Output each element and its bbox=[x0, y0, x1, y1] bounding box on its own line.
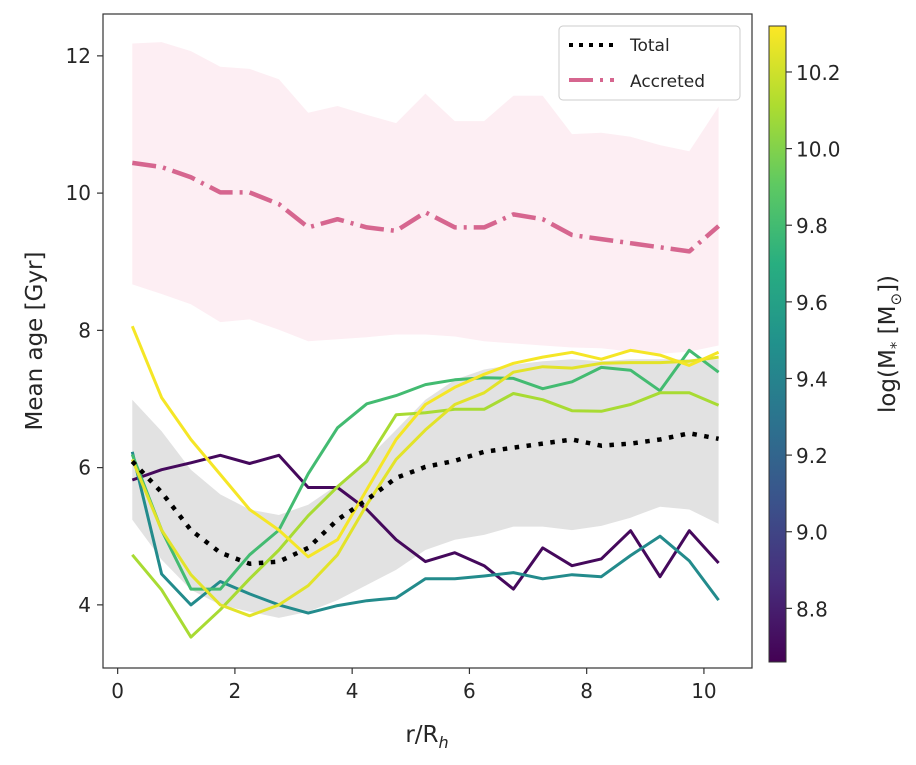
y-tick-label: 12 bbox=[66, 44, 91, 68]
colorbar-tick-label: 9.8 bbox=[796, 214, 828, 238]
legend: Total Accreted bbox=[558, 25, 741, 101]
colorbar-tick-label: 9.2 bbox=[796, 444, 828, 468]
x-tick-label: 10 bbox=[691, 679, 716, 703]
y-tick-label: 8 bbox=[78, 318, 91, 342]
x-tick-label: 2 bbox=[229, 679, 242, 703]
colorbar-tick-label: 9.6 bbox=[796, 291, 828, 315]
x-tick-label: 8 bbox=[580, 679, 593, 703]
x-axis-label: r/Rh bbox=[405, 722, 448, 752]
legend-total-label: Total bbox=[629, 36, 670, 56]
galaxy-line bbox=[130, 451, 720, 615]
colorbar-label: log(M* [M⊙]) bbox=[875, 275, 905, 413]
y-axis-label: Mean age [Gyr] bbox=[22, 252, 48, 431]
galaxy-line bbox=[130, 325, 720, 559]
total-line bbox=[130, 431, 720, 566]
galaxy-line bbox=[131, 391, 720, 639]
legend-box bbox=[558, 25, 741, 101]
galaxy-line bbox=[130, 355, 719, 618]
plot-frame bbox=[102, 13, 753, 669]
y-axis: 4 6 8 10 12 bbox=[66, 44, 103, 617]
colorbar-tick-label: 10.0 bbox=[796, 138, 841, 162]
galaxy-line bbox=[131, 453, 720, 591]
x-tick-label: 6 bbox=[463, 679, 476, 703]
accreted-range-band bbox=[132, 42, 719, 354]
series-lines bbox=[130, 160, 721, 639]
x-tick-label: 0 bbox=[111, 679, 124, 703]
y-tick-label: 4 bbox=[78, 593, 91, 617]
colorbar-tick-label: 10.2 bbox=[796, 61, 841, 85]
x-tick-label: 4 bbox=[346, 679, 359, 703]
total-range-band bbox=[132, 359, 719, 618]
y-tick-label: 10 bbox=[66, 181, 91, 205]
colorbar: 8.8 9.0 9.2 9.4 9.6 9.8 10.0 10.2 log(M* [M⊙]) bbox=[768, 25, 905, 663]
colorbar-tick-label: 8.8 bbox=[796, 597, 828, 621]
colorbar-tick-label: 9.0 bbox=[796, 521, 828, 545]
legend-accreted-label: Accreted bbox=[630, 72, 705, 92]
accreted-line bbox=[131, 160, 721, 254]
colorbar-tick-label: 9.4 bbox=[796, 367, 828, 391]
colorbar-ticks: 8.8 9.0 9.2 9.4 9.6 9.8 10.0 10.2 bbox=[786, 61, 841, 621]
x-axis: 0 2 4 6 8 10 bbox=[111, 668, 717, 703]
y-tick-label: 6 bbox=[78, 456, 91, 480]
confidence-bands bbox=[132, 42, 719, 618]
galaxy-line bbox=[130, 348, 720, 591]
colorbar-gradient bbox=[768, 25, 787, 663]
